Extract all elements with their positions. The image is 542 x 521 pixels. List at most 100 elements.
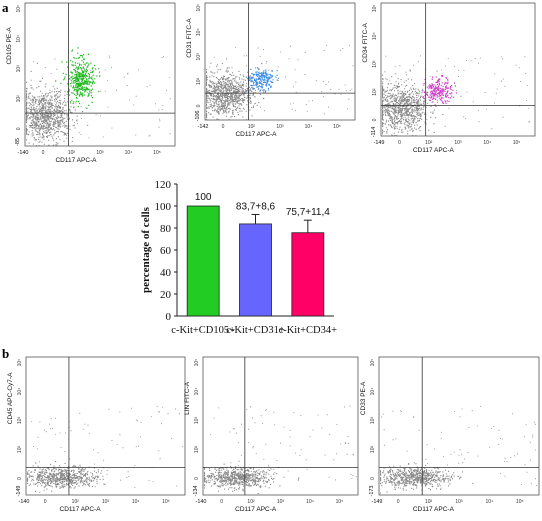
flow-xtick: 10⁴ [132,499,140,505]
flow-ytick: 10² [370,446,376,454]
bar-ylabel: percentage of cells [140,206,152,293]
bar [291,232,325,317]
flow-ytick: 10² [194,446,200,454]
bar-ytick-label: 40 [160,267,172,279]
flow-tick-labels: 0 10² 10³ 10⁴ 10⁵ 0 10² 10³ 10⁴ 10⁵ [16,5,161,156]
flow-ymin-label: -134 [193,485,199,496]
flow-dots-gray [27,406,184,493]
flow-xtick: 0 [44,499,47,505]
flow-xtick: 10⁵ [162,499,170,505]
flow-xtick: 10³ [277,499,285,505]
flow-events [380,405,538,494]
flow-xmin-label: -149 [371,499,382,505]
bar-ytick-label: 80 [160,223,172,235]
flow-ymin-label: -106 [195,110,201,121]
flow-ylabel: LIN FITC-A [184,381,191,415]
flow-ytick: 10⁵ [16,5,22,13]
flow-xtick: 0 [42,150,45,156]
flow-ylabel: CD45 APC-Cy7-A [7,372,14,424]
flow-xtick: 10⁵ [516,499,524,505]
flow-xtick: 10⁴ [486,499,494,505]
bar-category-label: c-Kit+CD34+ [279,325,338,336]
flow-ytick: 0 [196,104,202,107]
flow-ytick: 0 [16,127,22,130]
flow-xtick: 10⁵ [333,124,341,130]
flow-ylabel: CD31 FITC-A [186,18,193,58]
flow-xlabel: CD117 APC-A [413,147,455,154]
flow-ymin-label: -149 [16,485,22,496]
flow-xmin-label: -140 [195,499,206,505]
flow-xtick: 10⁴ [125,150,133,156]
flow-plot-b2: LIN FITC-A CD117 APC-A -140 -134 0 10² 10³ 10⁴ 1… [184,356,359,513]
flow-ytick: 10² [196,77,202,85]
flow-tick-labels: 0 10² 10³ 10⁴ 10⁵ 0 10² 10³ 10⁴ 10⁵ [194,359,343,505]
bar [186,205,220,317]
flow-plot-frame [25,356,186,496]
flow-ylabel: CD105 PE-A [6,27,13,65]
flow-ytick: 10⁵ [372,4,378,12]
flow-dots-gray [206,44,354,121]
flow-xtick: 10³ [455,499,463,505]
flow-ytick: 0 [17,477,23,480]
bar-data-label: 100 [195,192,212,203]
flow-xtick: 10² [68,150,76,156]
flow-xlabel: CD117 APC-A [60,506,102,513]
flow-xtick: 10⁵ [336,499,344,505]
flow-events [382,55,531,137]
flow-tick-labels: 0 10² 10³ 10⁴ 10⁵ 0 10² 10³ 10⁴ 10⁵ [372,4,520,146]
flow-ytick: 10³ [196,53,202,61]
flow-ytick: 10⁴ [372,32,378,40]
bar [239,223,272,317]
flow-xtick: 0 [397,499,400,505]
bar-ytick-label: 0 [166,311,172,323]
flow-xmin-label: -140 [18,499,29,505]
flow-plot-b3: CD33 PE-A CD117 APC-A -149 -173 0 10² 10³ 10⁴ 10… [360,356,540,513]
flow-ytick: 10³ [16,65,22,73]
flow-xtick: 10² [72,499,80,505]
flow-ylabel: CD33 PE-A [360,381,367,415]
flow-ytick: 10² [16,95,22,103]
flow-ytick: 0 [370,477,376,480]
flow-dots-gated [422,75,457,106]
flow-ytick: 10³ [194,417,200,425]
flow-ytick: 10⁴ [194,388,200,396]
flow-ytick: 10² [372,88,378,96]
bar-ytick-label: 100 [155,201,172,213]
flow-xtick: 10³ [102,499,110,505]
flow-xmin-label: -140 [17,150,28,156]
flow-xtick: 10² [425,140,433,146]
flow-ytick: 0 [194,477,200,480]
flow-dots-gated [55,47,101,110]
flow-xtick: 10⁴ [305,124,313,130]
flow-xlabel: CD117 APC-A [235,131,277,138]
flow-xtick: 10³ [454,140,462,146]
flow-plot-b1: CD45 APC-Cy7-A CD117 APC-A -140 -149 0 10² 10³… [7,356,186,513]
flow-xtick: 10⁴ [483,140,491,146]
flow-tick-labels: 0 10² 10³ 10⁴ 10⁵ 0 10² 10³ 10⁴ 10⁵ [196,4,341,130]
flow-plots: CD105 PE-A CD117 APC-A -140 -85 0 10² 10³ 10⁴ 10… [6,2,540,513]
panel-label-a: a [2,0,9,15]
flow-xtick: 10³ [96,150,104,156]
flow-ymin-label: -85 [15,138,21,146]
flow-dots-gray [26,55,171,147]
flow-events [27,406,184,493]
flow-dots-gray [380,405,538,494]
flow-ytick: 10⁴ [196,28,202,36]
flow-ytick: 10⁵ [194,359,200,367]
flow-events [26,47,171,147]
flow-xtick: 10⁴ [306,499,314,505]
flow-ytick: 10⁴ [16,35,22,43]
panel-label-b: b [2,346,9,361]
flow-ytick: 10² [17,446,23,454]
bar-ytick-label: 120 [155,179,172,191]
flow-ytick: 10³ [372,60,378,68]
flow-plot-frame [24,2,176,147]
flow-events [206,44,354,121]
flow-xtick: 0 [398,140,401,146]
flow-ymin-label: -114 [371,127,377,138]
bar-ytick-label: 20 [160,289,172,301]
flow-ytick: 0 [372,118,378,121]
flow-dots-gated [245,62,280,100]
flow-ymin-label: -173 [369,485,375,496]
